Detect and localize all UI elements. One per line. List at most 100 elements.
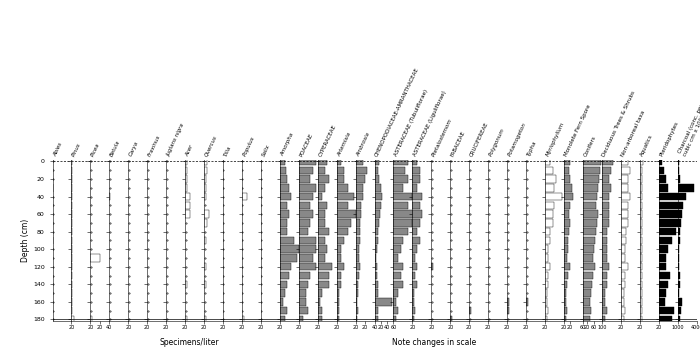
Bar <box>602 298 605 306</box>
Bar <box>185 166 187 174</box>
Bar <box>318 272 329 279</box>
Bar <box>318 263 332 271</box>
Bar <box>299 166 313 174</box>
Bar <box>374 237 378 244</box>
Bar <box>356 272 359 279</box>
Bar <box>640 307 642 314</box>
Bar <box>659 184 668 192</box>
Bar <box>318 289 323 297</box>
Bar <box>71 210 72 218</box>
Bar <box>678 254 679 262</box>
Bar <box>621 228 626 236</box>
Text: FABACEAE: FABACEAE <box>450 130 467 157</box>
Bar <box>299 272 310 279</box>
Bar <box>602 254 606 262</box>
Text: Ptetalostemom: Ptetalostemom <box>431 117 454 157</box>
Bar <box>678 219 681 227</box>
Bar <box>374 219 379 227</box>
Bar <box>393 272 401 279</box>
Bar <box>393 228 407 236</box>
Bar <box>412 289 414 297</box>
Bar <box>602 228 608 236</box>
Bar <box>299 184 316 192</box>
Bar <box>564 316 566 323</box>
Bar <box>393 254 398 262</box>
Text: Fraxinus: Fraxinus <box>147 134 162 157</box>
Bar <box>280 175 288 183</box>
Bar <box>564 307 567 314</box>
Bar <box>393 289 398 297</box>
Bar <box>280 298 283 306</box>
Bar <box>545 175 557 183</box>
Bar <box>450 316 452 323</box>
Bar <box>71 289 72 297</box>
Bar <box>583 237 595 244</box>
Bar <box>242 193 246 200</box>
Bar <box>280 316 284 323</box>
Bar <box>280 184 289 192</box>
Bar <box>583 280 592 288</box>
Bar <box>640 272 642 279</box>
Bar <box>583 228 596 236</box>
Bar <box>185 193 190 200</box>
Bar <box>678 184 694 192</box>
Bar <box>71 228 72 236</box>
Bar <box>659 201 700 209</box>
Bar <box>318 316 323 323</box>
Bar <box>318 193 323 200</box>
Bar <box>583 210 598 218</box>
Bar <box>621 263 629 271</box>
Text: CHENOPODIACEAE-AMRANTHACEAE: CHENOPODIACEAE-AMRANTHACEAE <box>374 66 420 157</box>
Bar <box>640 166 642 174</box>
Bar <box>469 307 471 314</box>
Bar <box>412 254 415 262</box>
Bar <box>602 219 610 227</box>
Bar <box>412 219 420 227</box>
Bar <box>356 228 360 236</box>
Bar <box>583 298 590 306</box>
Bar <box>374 210 380 218</box>
Bar <box>185 201 190 209</box>
Bar <box>71 254 72 262</box>
Bar <box>71 237 72 244</box>
Bar <box>299 228 308 236</box>
Bar <box>602 272 606 279</box>
Bar <box>356 158 363 165</box>
Bar <box>602 289 605 297</box>
Bar <box>52 184 53 192</box>
Bar <box>545 280 548 288</box>
Bar <box>374 166 378 174</box>
Bar <box>507 298 509 306</box>
Bar <box>374 254 376 262</box>
Bar <box>678 193 686 200</box>
Bar <box>602 193 610 200</box>
Bar <box>659 263 666 271</box>
Bar <box>564 298 566 306</box>
Bar <box>545 201 554 209</box>
Bar <box>393 210 417 218</box>
Bar <box>678 210 682 218</box>
Bar <box>337 228 348 236</box>
Bar <box>621 193 630 200</box>
Bar <box>659 219 681 227</box>
Text: Non-arboreal taxa: Non-arboreal taxa <box>621 109 647 157</box>
Bar <box>299 298 307 306</box>
Bar <box>204 184 206 192</box>
Bar <box>337 280 342 288</box>
Bar <box>583 272 594 279</box>
Text: Typha: Typha <box>526 140 538 157</box>
Bar <box>583 254 594 262</box>
Bar <box>337 245 342 253</box>
Bar <box>412 175 420 183</box>
Bar <box>545 210 552 218</box>
Bar <box>356 298 357 306</box>
Bar <box>659 193 700 200</box>
Bar <box>659 298 665 306</box>
Bar <box>318 237 326 244</box>
Bar <box>393 316 396 323</box>
Bar <box>299 219 310 227</box>
Bar <box>659 166 664 174</box>
Text: POACEAE: POACEAE <box>299 132 314 157</box>
Bar <box>602 184 611 192</box>
Bar <box>204 175 206 183</box>
